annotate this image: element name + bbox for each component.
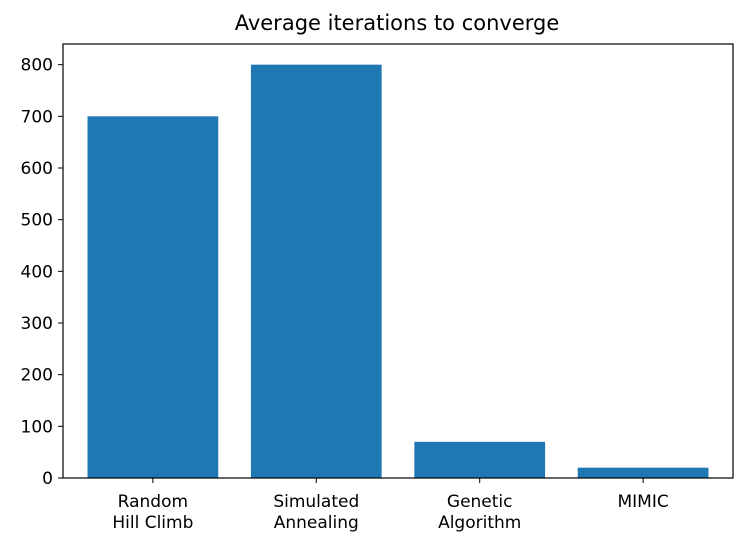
bar xyxy=(250,64,382,479)
bar xyxy=(577,467,709,478)
y-tick-label: 0 xyxy=(42,469,53,489)
y-tick-label: 800 xyxy=(21,56,53,76)
bars-group xyxy=(87,64,709,479)
y-tick-label: 500 xyxy=(21,211,53,231)
x-tick-label-line: Genetic xyxy=(447,492,513,512)
y-tick-label: 200 xyxy=(21,366,53,386)
x-tick-label-line: Hill Climb xyxy=(112,513,193,533)
y-tick-label: 600 xyxy=(21,159,53,179)
y-tick-label: 700 xyxy=(21,107,53,127)
bar xyxy=(87,116,219,478)
y-tick-label: 300 xyxy=(21,314,53,334)
x-tick-label-line: Annealing xyxy=(274,513,359,533)
bar xyxy=(414,441,546,478)
x-tick-label-line: MIMIC xyxy=(618,492,669,512)
x-axis: Random Hill Climb Simulated Annealing Geneti… xyxy=(112,478,669,533)
x-tick-label-line: Random xyxy=(118,492,188,512)
x-tick-label: Genetic Algorithm xyxy=(438,492,521,533)
x-tick-label: Random Hill Climb xyxy=(112,492,193,533)
y-tick-label: 100 xyxy=(21,417,53,437)
x-tick-label-line: Simulated xyxy=(273,492,359,512)
y-tick-label: 400 xyxy=(21,262,53,282)
chart-title: Average iterations to converge xyxy=(235,11,560,35)
plot-frame xyxy=(62,43,734,479)
y-axis: 0 100 200 300 400 500 600 700 800 xyxy=(21,56,63,489)
x-tick-label-line: Algorithm xyxy=(438,513,521,533)
x-tick-label: MIMIC xyxy=(618,492,669,512)
x-tick-label: Simulated Annealing xyxy=(273,492,359,533)
